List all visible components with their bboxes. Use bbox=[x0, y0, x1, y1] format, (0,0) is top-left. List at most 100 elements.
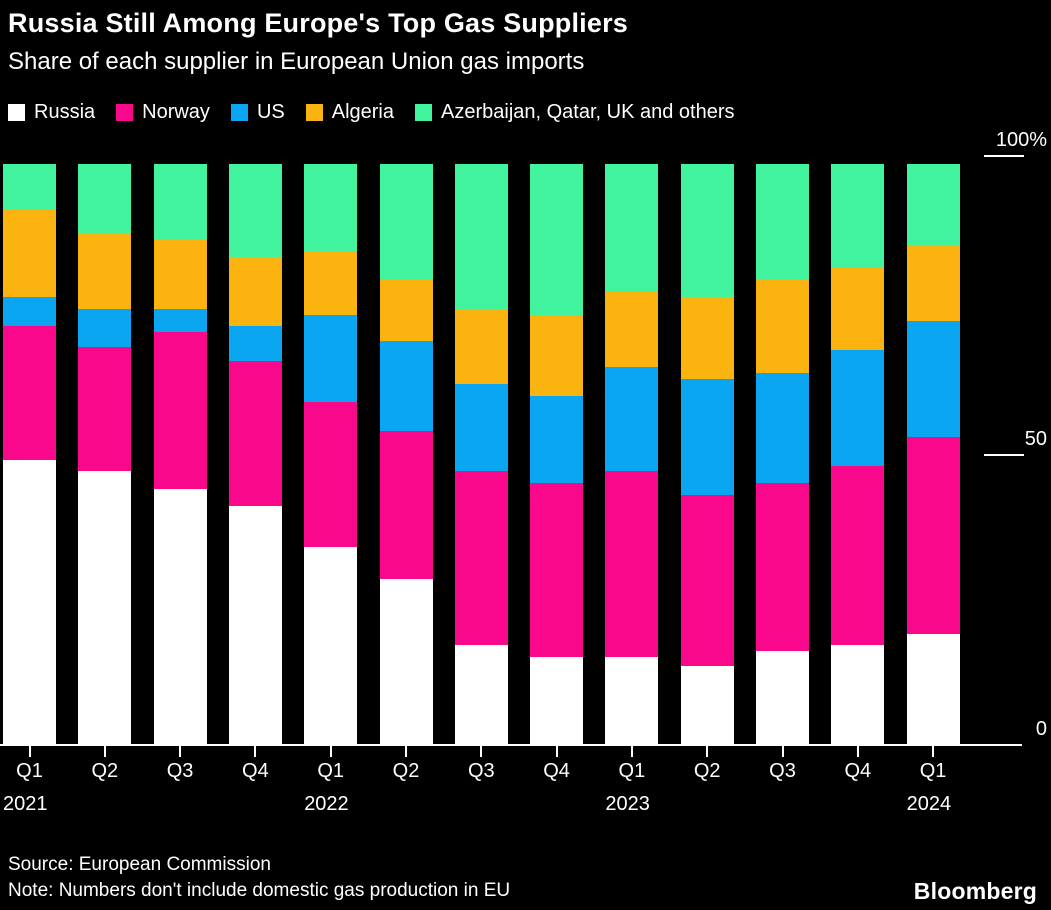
legend-label: Azerbaijan, Qatar, UK and others bbox=[441, 101, 735, 123]
x-tick-label: Q2 bbox=[693, 760, 721, 782]
x-tick-label: Q4 bbox=[844, 760, 872, 782]
x-axis-tick bbox=[932, 746, 935, 757]
legend-item-0: Russia bbox=[8, 101, 95, 124]
segment-us bbox=[3, 297, 56, 327]
segment-us bbox=[379, 340, 433, 431]
segment-russia bbox=[78, 471, 132, 744]
x-axis-tick bbox=[630, 746, 633, 757]
segment-norway bbox=[379, 430, 433, 579]
bar-q2-2023 bbox=[680, 164, 734, 744]
bar-q4-2021 bbox=[228, 164, 282, 744]
segment-azerbaijan-qatar-uk-and-others bbox=[379, 164, 433, 280]
x-axis-tick bbox=[706, 746, 709, 757]
segment-us bbox=[304, 314, 358, 402]
segment-norway bbox=[454, 471, 508, 646]
legend-swatch-icon bbox=[230, 104, 248, 121]
x-tick-label: Q1 bbox=[317, 760, 345, 782]
legend: Russia Norway US Algeria Azerbaijan, Qatar, … bbox=[8, 101, 735, 124]
segment-us bbox=[605, 367, 659, 472]
note-text: Note: Numbers don't include domestic gas… bbox=[8, 880, 511, 901]
legend-swatch-icon bbox=[116, 104, 134, 121]
segment-russia bbox=[605, 657, 659, 744]
bloomberg-logo: Bloomberg bbox=[913, 878, 1037, 904]
segment-russia bbox=[680, 665, 734, 744]
year-label: 2022 bbox=[304, 793, 349, 815]
segment-russia bbox=[3, 459, 56, 744]
bar-q4-2023 bbox=[831, 164, 885, 744]
x-tick-label: Q3 bbox=[467, 760, 495, 782]
legend-swatch-icon bbox=[8, 104, 25, 121]
segment-us bbox=[756, 372, 809, 483]
x-axis-tick bbox=[179, 746, 182, 757]
legend-label: US bbox=[256, 101, 285, 123]
segment-azerbaijan-qatar-uk-and-others bbox=[906, 164, 960, 246]
segment-norway bbox=[3, 326, 56, 460]
segment-algeria bbox=[304, 251, 358, 315]
segment-russia bbox=[756, 651, 809, 744]
segment-azerbaijan-qatar-uk-and-others bbox=[605, 164, 659, 292]
segment-azerbaijan-qatar-uk-and-others bbox=[304, 164, 358, 251]
segment-algeria bbox=[153, 239, 207, 309]
y-tick-label: 100% bbox=[995, 129, 1047, 151]
segment-russia bbox=[228, 506, 282, 744]
segment-us bbox=[906, 320, 960, 437]
chart-title: Russia Still Among Europe's Top Gas Supp… bbox=[8, 8, 629, 38]
segment-norway bbox=[78, 346, 132, 472]
bar-q3-2023 bbox=[756, 164, 809, 744]
x-tick-label: Q1 bbox=[919, 760, 947, 782]
segment-algeria bbox=[756, 280, 809, 373]
x-axis-tick bbox=[254, 746, 257, 757]
legend-item-1: Norway bbox=[116, 101, 210, 124]
legend-item-3: Algeria bbox=[305, 101, 394, 124]
y-axis-tick bbox=[984, 454, 1024, 456]
legend-label: Algeria bbox=[331, 101, 394, 123]
segment-azerbaijan-qatar-uk-and-others bbox=[228, 164, 282, 257]
x-tick-label: Q4 bbox=[242, 760, 269, 782]
segment-azerbaijan-qatar-uk-and-others bbox=[454, 164, 508, 309]
chart-subtitle: Share of each supplier in European Union… bbox=[8, 48, 585, 75]
segment-algeria bbox=[3, 210, 56, 298]
segment-norway bbox=[605, 471, 659, 657]
x-tick-label: Q2 bbox=[91, 760, 119, 782]
segment-algeria bbox=[680, 297, 734, 379]
y-tick-label: 50 bbox=[1024, 428, 1047, 450]
x-axis-tick bbox=[856, 746, 859, 757]
segment-azerbaijan-qatar-uk-and-others bbox=[3, 164, 56, 211]
x-axis-tick bbox=[28, 746, 31, 757]
segment-russia bbox=[831, 645, 885, 744]
x-tick-label: Q3 bbox=[166, 760, 194, 782]
segment-us bbox=[530, 396, 584, 483]
segment-us bbox=[831, 349, 885, 466]
bar-q3-2022 bbox=[454, 164, 508, 744]
segment-azerbaijan-qatar-uk-and-others bbox=[530, 164, 584, 315]
segment-algeria bbox=[906, 245, 960, 321]
y-tick-label: 0 bbox=[1035, 718, 1047, 740]
x-tick-label: Q3 bbox=[769, 760, 796, 782]
segment-us bbox=[680, 378, 734, 495]
legend-swatch-icon bbox=[305, 104, 323, 121]
segment-algeria bbox=[78, 233, 132, 309]
bar-q4-2022 bbox=[530, 164, 584, 744]
segment-azerbaijan-qatar-uk-and-others bbox=[831, 164, 885, 269]
year-label: 2024 bbox=[906, 793, 952, 815]
segment-algeria bbox=[454, 309, 508, 385]
segment-azerbaijan-qatar-uk-and-others bbox=[153, 164, 207, 240]
segment-algeria bbox=[530, 314, 584, 396]
segment-norway bbox=[680, 494, 734, 666]
segment-russia bbox=[304, 546, 358, 744]
year-label: 2021 bbox=[3, 793, 48, 815]
year-label: 2023 bbox=[605, 793, 650, 815]
segment-russia bbox=[153, 488, 207, 744]
segment-algeria bbox=[831, 268, 885, 350]
x-axis-tick bbox=[781, 746, 784, 757]
source-text: Source: European Commission bbox=[8, 854, 271, 875]
bar-q1-2023 bbox=[605, 164, 659, 744]
x-tick-label: Q2 bbox=[392, 760, 420, 782]
segment-norway bbox=[304, 401, 358, 547]
segment-russia bbox=[379, 578, 433, 744]
x-axis-tick bbox=[555, 746, 558, 757]
segment-us bbox=[78, 309, 132, 347]
segment-algeria bbox=[379, 280, 433, 341]
segment-azerbaijan-qatar-uk-and-others bbox=[680, 164, 734, 298]
